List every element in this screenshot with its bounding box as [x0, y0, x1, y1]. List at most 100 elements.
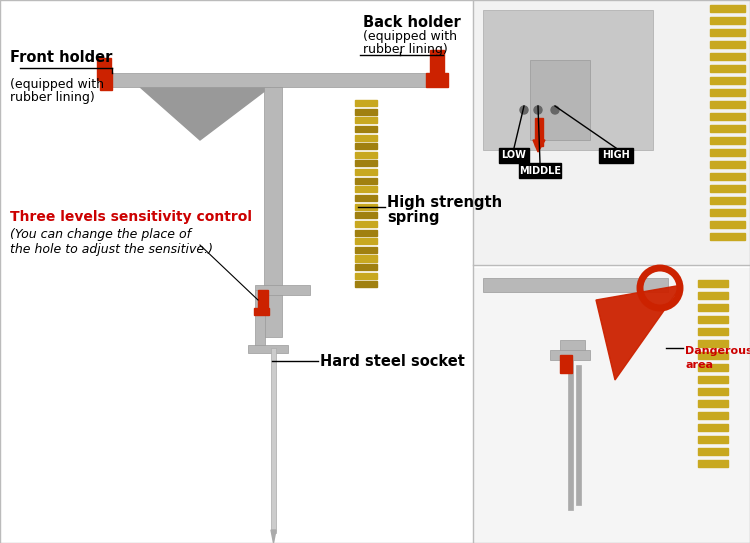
Bar	[698, 316, 728, 323]
Bar	[355, 109, 377, 115]
Bar	[271, 348, 276, 533]
Bar	[254, 308, 269, 315]
Bar	[248, 345, 288, 353]
Bar	[499, 148, 529, 163]
Bar	[473, 0, 750, 265]
Bar	[264, 87, 282, 337]
Bar	[710, 113, 745, 120]
Bar	[710, 161, 745, 168]
Bar	[698, 400, 728, 407]
Bar	[698, 304, 728, 311]
Bar	[355, 126, 377, 132]
Text: Front holder: Front holder	[10, 50, 112, 65]
Bar	[710, 65, 745, 72]
Bar	[710, 53, 745, 60]
Bar	[710, 125, 745, 132]
Bar	[530, 60, 590, 140]
Bar	[698, 280, 728, 287]
Text: MIDDLE: MIDDLE	[519, 166, 561, 175]
Bar	[698, 448, 728, 455]
Text: Back holder: Back holder	[363, 15, 460, 30]
Bar	[698, 460, 728, 467]
Bar	[483, 10, 653, 150]
Bar	[473, 268, 750, 543]
Bar	[710, 101, 745, 108]
Bar	[710, 29, 745, 36]
Bar	[710, 233, 745, 240]
Text: rubber lining): rubber lining)	[10, 91, 94, 104]
Circle shape	[551, 106, 559, 114]
Bar	[483, 278, 668, 292]
Text: HIGH: HIGH	[602, 150, 630, 161]
Bar	[355, 186, 377, 192]
Bar	[698, 412, 728, 419]
Bar	[710, 149, 745, 156]
Circle shape	[520, 106, 528, 114]
Bar	[710, 173, 745, 180]
Bar	[426, 73, 448, 87]
Text: (You can change the place of: (You can change the place of	[10, 228, 191, 241]
Bar	[576, 365, 581, 505]
Text: (equipped with: (equipped with	[10, 78, 104, 91]
Bar	[698, 364, 728, 371]
Bar	[710, 17, 745, 24]
Bar	[355, 100, 377, 106]
Text: Hard steel socket: Hard steel socket	[320, 354, 465, 369]
Bar	[710, 41, 745, 48]
Bar	[710, 221, 745, 228]
Bar	[355, 143, 377, 149]
Bar	[519, 163, 561, 178]
Bar	[355, 152, 377, 158]
Polygon shape	[596, 285, 682, 380]
Text: spring: spring	[387, 210, 439, 225]
Bar	[698, 340, 728, 347]
Bar	[355, 169, 377, 175]
Bar	[710, 209, 745, 216]
Bar	[355, 160, 377, 167]
Bar	[710, 77, 745, 84]
Bar	[710, 197, 745, 204]
Bar	[698, 376, 728, 383]
Bar	[698, 352, 728, 359]
Bar	[698, 436, 728, 443]
Bar	[355, 247, 377, 253]
Bar	[698, 328, 728, 335]
Bar	[355, 178, 377, 184]
Bar	[355, 117, 377, 123]
Text: area: area	[685, 360, 713, 370]
Bar	[710, 5, 745, 12]
Text: Dangerous: Dangerous	[685, 346, 750, 356]
Bar	[355, 264, 377, 270]
Bar	[698, 292, 728, 299]
Bar	[550, 350, 590, 360]
Bar	[535, 118, 543, 146]
Bar	[560, 355, 572, 373]
Bar	[355, 238, 377, 244]
Bar	[568, 360, 573, 510]
Polygon shape	[140, 87, 270, 140]
Bar	[255, 285, 310, 295]
Bar	[355, 195, 377, 201]
Bar	[97, 58, 111, 80]
Bar	[599, 148, 633, 163]
Text: High strength: High strength	[387, 195, 502, 210]
Bar	[710, 89, 745, 96]
Text: rubber lining): rubber lining)	[363, 43, 448, 56]
Circle shape	[534, 106, 542, 114]
Bar	[710, 137, 745, 144]
Bar	[255, 290, 265, 350]
Bar	[355, 204, 377, 210]
Bar	[258, 290, 268, 312]
Bar	[355, 221, 377, 227]
Bar	[100, 72, 112, 90]
Bar	[560, 340, 585, 355]
Text: LOW: LOW	[502, 150, 526, 161]
Polygon shape	[533, 140, 545, 152]
Bar	[355, 273, 377, 279]
Bar	[100, 73, 448, 87]
Bar	[355, 230, 377, 236]
Bar	[698, 424, 728, 431]
Bar	[355, 135, 377, 141]
Polygon shape	[271, 530, 276, 543]
Text: (equipped with: (equipped with	[363, 30, 457, 43]
